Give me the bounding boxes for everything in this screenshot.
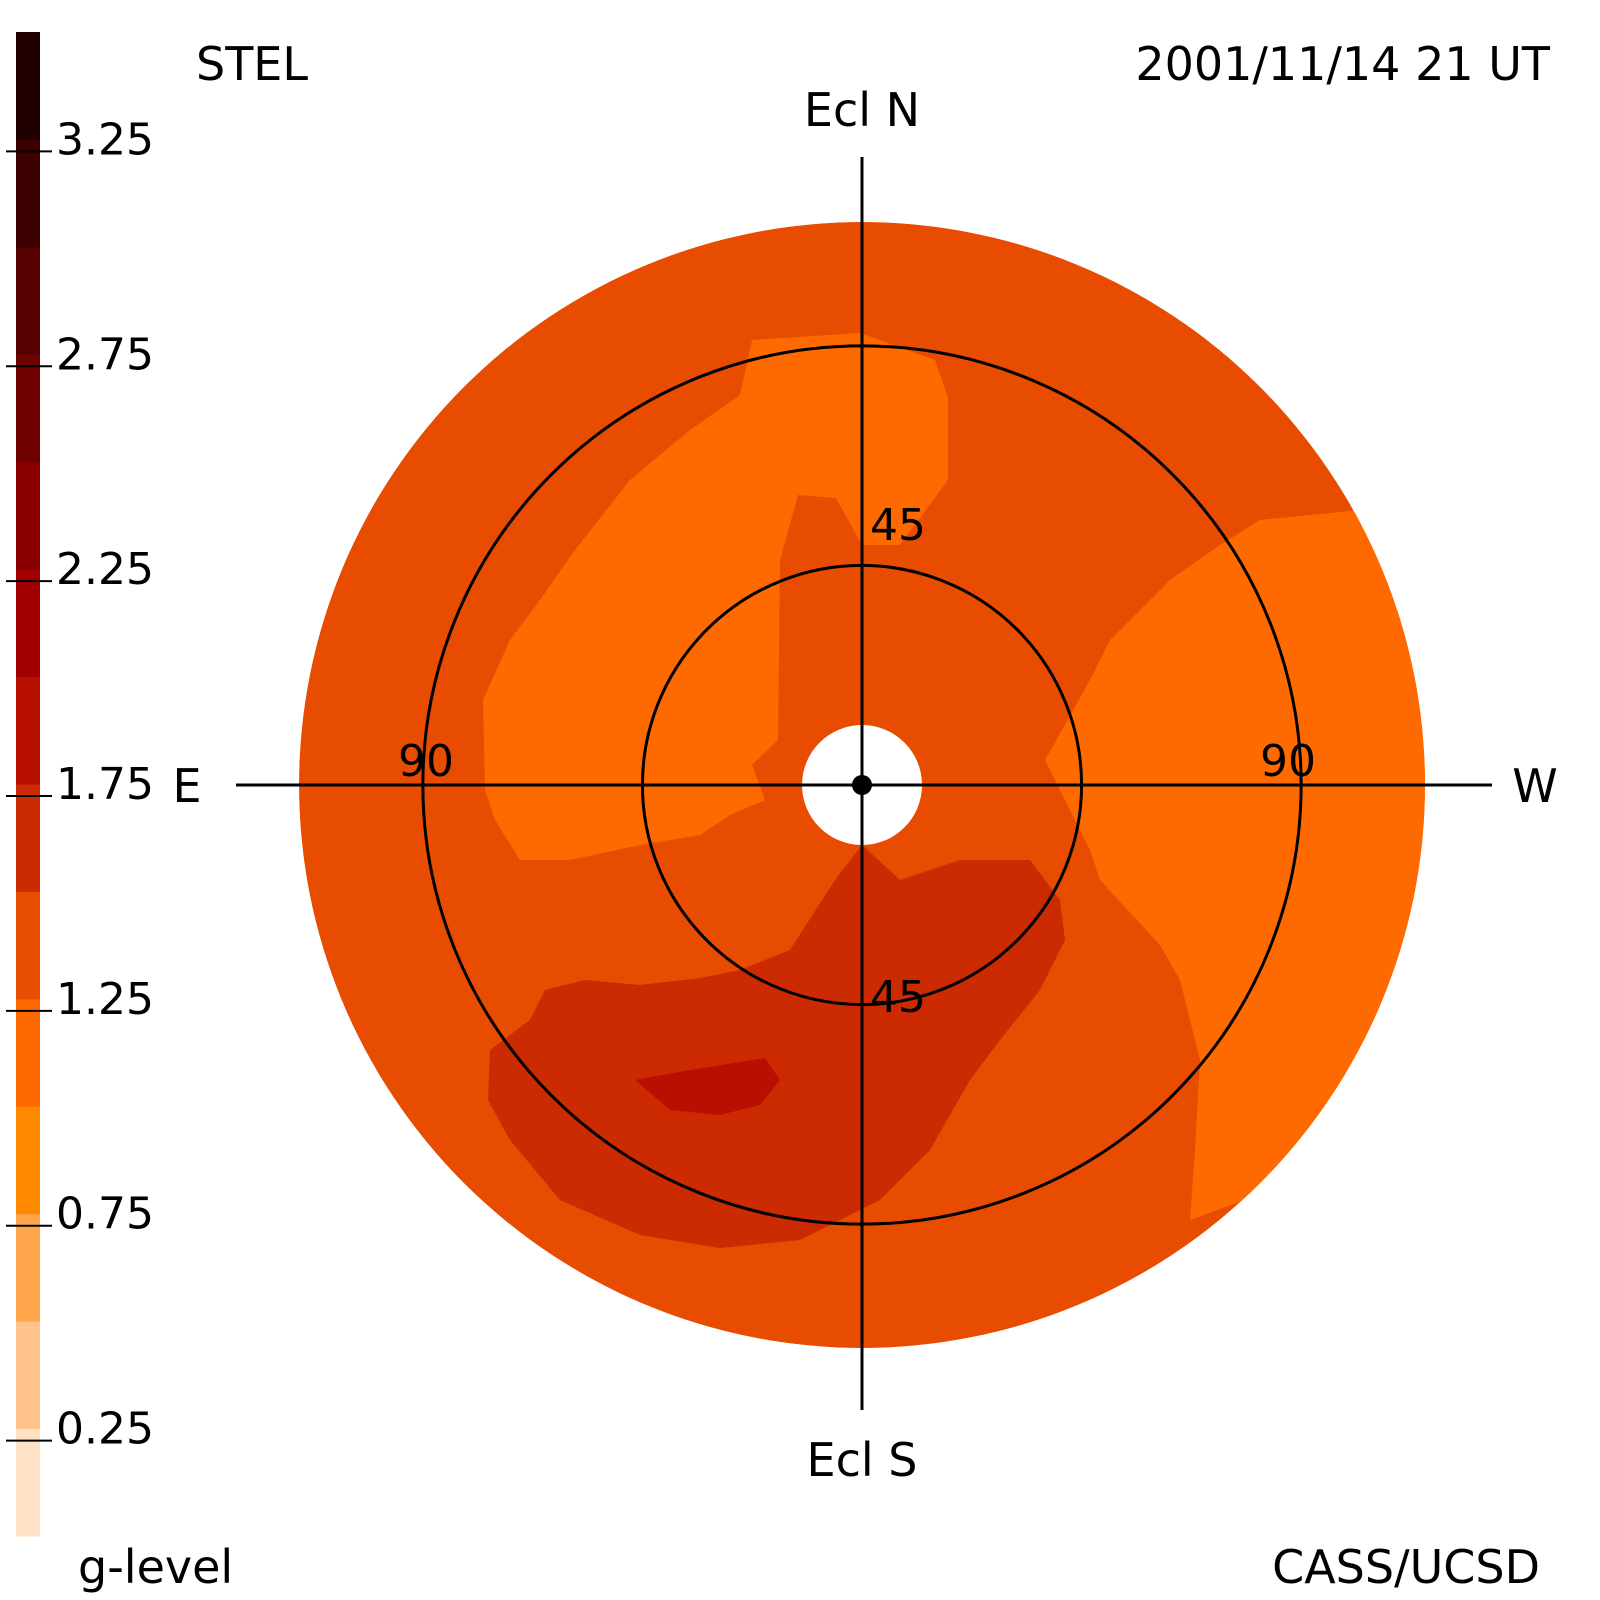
colorbar-swatch [16, 32, 40, 140]
ring-label-90-west: 90 [1260, 736, 1316, 787]
sun-center-dot [852, 775, 872, 795]
title-left: STEL [196, 37, 308, 91]
direction-label-east: E [172, 759, 201, 813]
colorbar-swatch [16, 1213, 40, 1322]
colorbar-tick-label: 1.25 [56, 974, 154, 1025]
colorbar-swatch [16, 998, 40, 1107]
ring-label-45-south: 45 [870, 972, 926, 1023]
map-region-southeast-peak [635, 1058, 780, 1115]
colorbar: 3.25 2.75 2.25 1.75 1.25 0.75 0.25 [6, 32, 154, 1537]
direction-label-south: Ecl S [807, 1433, 918, 1487]
ring-label-45-north: 45 [870, 500, 926, 551]
map-region-north-enhancement [483, 333, 948, 860]
colorbar-swatch [16, 569, 40, 678]
colorbar-tick-label: 2.75 [56, 329, 154, 380]
direction-label-north: Ecl N [804, 83, 920, 137]
direction-label-west: W [1512, 759, 1557, 813]
colorbar-tick-label: 3.25 [56, 114, 154, 165]
colorbar-swatch [16, 461, 40, 570]
colorbar-tick-label: 0.25 [56, 1404, 154, 1455]
colorbar-tick-label: 2.25 [56, 544, 154, 595]
colorbar-label: g-level [78, 1540, 233, 1594]
map-region-west-enhancement [1045, 510, 1425, 1220]
credit-label: CASS/UCSD [1272, 1540, 1540, 1594]
colorbar-swatch [16, 676, 40, 785]
colorbar-swatch [16, 891, 40, 1000]
colorbar-swatch [16, 246, 40, 355]
colorbar-swatch [16, 139, 40, 248]
colorbar-swatch [16, 1428, 40, 1537]
title-right: 2001/11/14 21 UT [1135, 37, 1551, 91]
colorbar-tick-label: 1.75 [56, 759, 154, 810]
colorbar-swatch [16, 784, 40, 892]
map-region-southeast-enhancement [488, 845, 1065, 1248]
colorbar-swatch [16, 1106, 40, 1215]
colorbar-swatch [16, 1321, 40, 1430]
colorbar-swatch [16, 354, 40, 463]
colorbar-tick-label: 0.75 [56, 1189, 154, 1240]
ring-label-90-east: 90 [398, 736, 454, 787]
